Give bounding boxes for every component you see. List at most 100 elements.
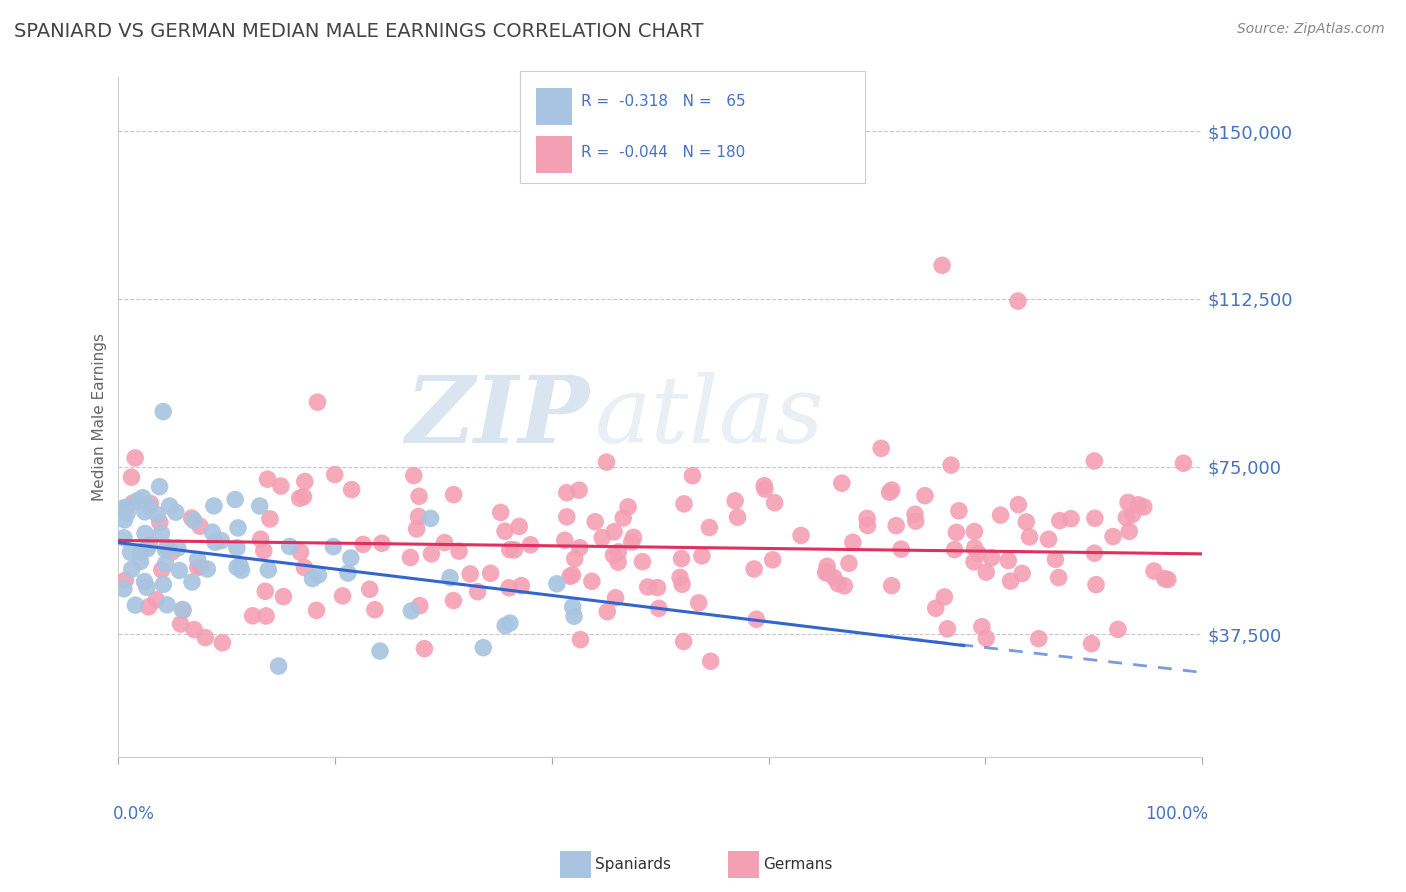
Point — [925, 601, 948, 615]
Point — [499, 542, 522, 557]
Point — [980, 550, 1002, 565]
Point — [904, 514, 927, 528]
Point — [555, 485, 578, 500]
Point — [494, 524, 516, 539]
Point — [405, 522, 427, 536]
Point — [204, 535, 226, 549]
Point — [472, 640, 495, 655]
Point — [1083, 546, 1105, 560]
Point — [1000, 574, 1022, 588]
Text: Germans: Germans — [763, 857, 832, 871]
Point — [564, 551, 586, 566]
Point — [560, 569, 582, 583]
Point — [180, 511, 202, 525]
Point — [226, 521, 249, 535]
Point — [931, 258, 953, 272]
Point — [443, 488, 465, 502]
Point — [1173, 456, 1195, 470]
Point — [607, 555, 630, 569]
Point — [124, 598, 146, 612]
Point — [637, 580, 659, 594]
Point — [1007, 294, 1029, 309]
Point — [555, 509, 578, 524]
Point — [402, 468, 425, 483]
Point — [408, 489, 430, 503]
Point — [745, 612, 768, 626]
Point — [278, 540, 301, 554]
Point — [169, 564, 191, 578]
Point — [880, 483, 903, 497]
Point — [114, 574, 136, 588]
Point — [682, 468, 704, 483]
Point — [856, 518, 879, 533]
Point — [963, 541, 986, 555]
Point — [762, 553, 785, 567]
Point — [290, 545, 312, 559]
Point — [150, 563, 173, 577]
Point — [301, 572, 323, 586]
Point — [1118, 524, 1140, 539]
Point — [602, 548, 624, 562]
Point — [647, 581, 669, 595]
Point — [190, 559, 212, 574]
Point — [364, 603, 387, 617]
Point — [152, 577, 174, 591]
Point — [583, 515, 606, 529]
Point — [273, 590, 295, 604]
Point — [339, 551, 361, 566]
Y-axis label: Median Male Earnings: Median Male Earnings — [93, 334, 107, 501]
Point — [242, 608, 264, 623]
Point — [121, 562, 143, 576]
Point — [194, 631, 217, 645]
Point — [322, 540, 344, 554]
Point — [166, 541, 188, 555]
Point — [307, 395, 329, 409]
Point — [112, 582, 135, 596]
Point — [1038, 533, 1060, 547]
Point — [943, 542, 966, 557]
Point — [401, 604, 423, 618]
Point — [249, 499, 271, 513]
Point — [1007, 498, 1029, 512]
Point — [323, 467, 346, 482]
Point — [120, 545, 142, 559]
Text: atlas: atlas — [595, 373, 825, 462]
Point — [672, 634, 695, 648]
Point — [359, 582, 381, 597]
Point — [1115, 510, 1137, 524]
Point — [254, 584, 277, 599]
Point — [187, 552, 209, 566]
Point — [605, 591, 627, 605]
Point — [727, 510, 749, 524]
Point — [1045, 552, 1067, 566]
Point — [1060, 511, 1083, 525]
Point — [568, 483, 591, 497]
Point — [155, 557, 177, 571]
Point — [183, 623, 205, 637]
Point — [1015, 515, 1038, 529]
Point — [939, 458, 962, 472]
Point — [562, 609, 585, 624]
Point — [827, 576, 849, 591]
Point — [226, 541, 249, 555]
Point — [1133, 500, 1156, 514]
Point — [129, 545, 152, 559]
Point — [253, 543, 276, 558]
Point — [997, 553, 1019, 567]
Point — [1122, 507, 1144, 521]
Point — [890, 542, 912, 557]
Point — [150, 526, 173, 541]
Point — [202, 499, 225, 513]
Point — [183, 514, 205, 528]
Point — [884, 518, 907, 533]
Point — [121, 496, 143, 510]
Text: R =  -0.318   N =   65: R = -0.318 N = 65 — [581, 94, 745, 109]
Point — [254, 609, 277, 624]
Point — [443, 593, 465, 607]
Point — [439, 571, 461, 585]
Point — [554, 533, 576, 548]
Point — [499, 615, 522, 630]
Point — [336, 566, 359, 580]
Point — [447, 544, 470, 558]
Point — [1028, 632, 1050, 646]
